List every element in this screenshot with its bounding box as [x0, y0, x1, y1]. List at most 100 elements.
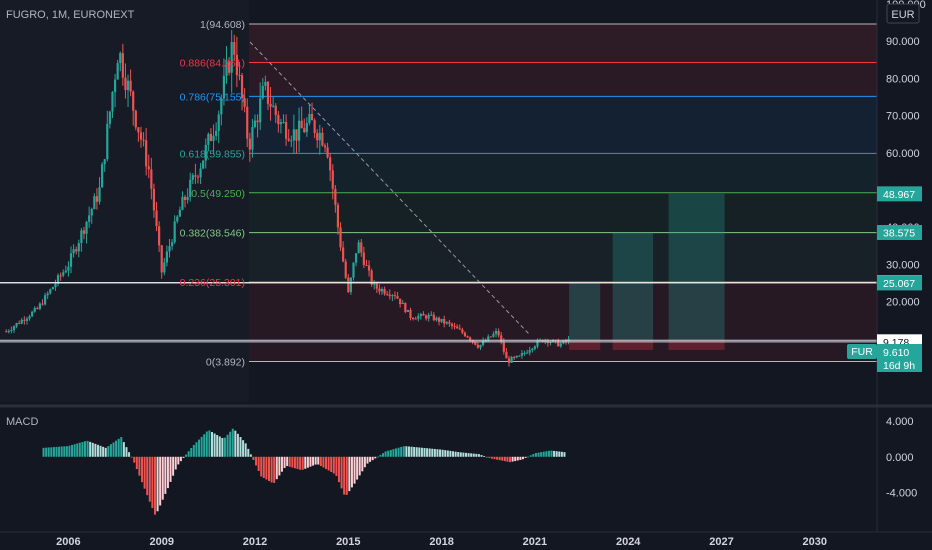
candle-body — [386, 293, 389, 295]
candle-body — [285, 122, 288, 139]
macd-bar — [58, 446, 61, 457]
candle-body — [189, 179, 192, 197]
macd-bar — [446, 450, 449, 457]
macd-bar — [553, 450, 556, 457]
candle-body — [33, 308, 36, 312]
candle-body — [51, 287, 54, 290]
macd-bar — [516, 456, 519, 461]
macd-bar — [169, 456, 172, 482]
macd-bar — [439, 449, 442, 457]
candle-body — [28, 316, 31, 319]
candle-body — [523, 352, 526, 354]
projection-target-zone — [668, 193, 725, 341]
macd-histogram — [42, 428, 566, 515]
macd-bar — [358, 456, 361, 476]
candle-body — [240, 75, 244, 99]
macd-bar — [433, 448, 436, 457]
time-tick-label: 2021 — [523, 536, 547, 548]
candle-body — [220, 98, 223, 115]
candle-body — [487, 336, 490, 341]
macd-bar — [459, 452, 462, 457]
macd-bar — [135, 456, 138, 470]
candle-body — [43, 295, 47, 305]
candle-body — [378, 288, 381, 292]
price-axis[interactable]: 100.00090.00080.00070.00060.00050.00040.… — [886, 0, 926, 346]
macd-bar — [205, 431, 208, 457]
candle-body — [178, 209, 181, 217]
last-price-tag — [877, 344, 922, 372]
currency-button[interactable] — [886, 3, 920, 24]
candle-body — [49, 289, 52, 294]
time-tick-label: 2012 — [243, 536, 267, 548]
candle-body — [215, 130, 218, 136]
candle-body — [367, 265, 371, 271]
price-tag-value: 48.967 — [883, 189, 915, 201]
candle-body — [116, 63, 119, 80]
macd-bar — [198, 439, 201, 457]
fib-label: 1(94.608) — [200, 19, 245, 31]
macd-bar — [153, 456, 156, 515]
candle-body — [520, 353, 524, 356]
macd-bar — [255, 456, 258, 466]
macd-bar — [166, 456, 169, 489]
candle-body — [158, 226, 161, 246]
price-tag-value: 38.575 — [883, 228, 915, 240]
candle-body — [383, 289, 386, 294]
macd-bar — [366, 456, 369, 464]
macd-bar — [501, 456, 504, 461]
candle-body — [435, 317, 438, 321]
macd-bar — [470, 453, 473, 457]
candle-body — [399, 298, 402, 305]
price-tag-value: 25.067 — [883, 278, 915, 290]
price-tick-label: 60.000 — [886, 148, 920, 160]
macd-bar — [545, 451, 548, 457]
macd-bar — [488, 456, 491, 458]
macd-bar — [208, 430, 211, 457]
macd-bar — [337, 456, 340, 483]
macd-bar — [117, 438, 120, 457]
macd-bar — [550, 450, 553, 457]
candle-body — [261, 85, 264, 99]
candle-body — [36, 308, 39, 310]
macd-bar — [529, 455, 532, 457]
candle-body — [139, 132, 143, 140]
macd-bar — [467, 453, 470, 457]
candle-body — [5, 331, 8, 333]
currency-label[interactable]: EUR — [891, 9, 914, 21]
candle-body — [204, 144, 207, 161]
macd-bar — [249, 454, 252, 457]
candle-body — [354, 253, 358, 263]
macd-bar — [122, 442, 125, 457]
candle-body — [98, 187, 101, 202]
price-tag — [877, 186, 922, 202]
macd-bar — [138, 456, 141, 476]
candle-body — [424, 315, 428, 319]
macd-bar — [485, 456, 488, 458]
time-tick-label: 2006 — [56, 536, 80, 548]
symbol-title[interactable]: FUGRO, 1M, EURONEXT — [6, 9, 135, 21]
macd-axis[interactable]: 4.000 0.000 -4.000 — [886, 416, 917, 500]
candle-body — [119, 53, 122, 64]
candle-body — [253, 120, 257, 128]
candle-body — [212, 135, 215, 141]
candle-body — [233, 42, 236, 55]
candle-body — [67, 266, 70, 271]
macd-bar — [547, 450, 550, 457]
macd-bar — [563, 452, 566, 457]
candle-body — [12, 326, 16, 330]
macd-bar — [511, 456, 514, 462]
candle-body — [82, 230, 86, 234]
fib-label: 0.786(75.155) — [180, 91, 245, 103]
macd-bar — [47, 447, 50, 457]
trend-line — [249, 41, 531, 336]
candle-body — [323, 145, 327, 148]
time-axis[interactable]: 2006 2009 2012 2015 2018 2021 2024 2027 2030 — [56, 536, 827, 548]
candle-body — [305, 123, 308, 133]
macd-bar — [203, 434, 206, 457]
candle-body — [297, 120, 301, 141]
fib-label: 0.236(25.301) — [180, 277, 245, 289]
candle-body — [25, 318, 29, 321]
macd-bar — [394, 448, 397, 457]
macd-bar — [312, 456, 315, 466]
